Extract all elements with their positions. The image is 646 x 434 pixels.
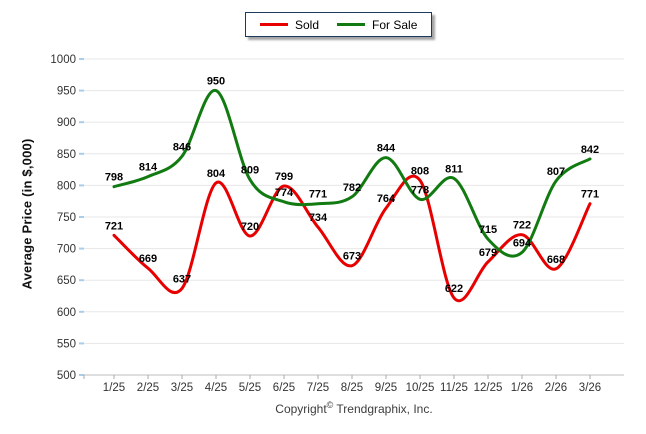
- x-tick-label: 1/25: [103, 382, 125, 394]
- x-tick-label: 8/25: [341, 382, 363, 394]
- point-label-for-sale: 771: [309, 189, 327, 201]
- point-label-sold: 673: [343, 251, 361, 263]
- point-label-for-sale: 814: [139, 162, 158, 174]
- x-tick-label: 2/26: [545, 382, 567, 394]
- x-tick-label: 5/25: [239, 382, 261, 394]
- point-label-for-sale: 774: [275, 187, 294, 199]
- copyright-symbol: ©: [326, 400, 334, 410]
- x-tick-label: 7/25: [307, 382, 329, 394]
- point-label-for-sale: 842: [581, 144, 599, 156]
- y-tick-label: 850: [57, 149, 76, 161]
- point-label-sold: 721: [105, 220, 123, 232]
- point-label-sold: 722: [513, 220, 531, 232]
- legend-item-for-sale: For Sale: [337, 18, 417, 32]
- point-label-sold: 669: [139, 253, 157, 265]
- y-tick-label: 750: [57, 212, 76, 224]
- sold-line-swatch: [260, 23, 288, 26]
- point-label-sold: 764: [377, 193, 396, 205]
- point-label-sold: 799: [275, 171, 293, 183]
- legend: Sold For Sale: [245, 12, 433, 37]
- point-label-for-sale: 694: [513, 237, 532, 249]
- point-label-for-sale: 778: [411, 184, 429, 196]
- x-tick-label: 4/25: [205, 382, 227, 394]
- y-tick-label: 950: [57, 86, 76, 98]
- legend-label-for-sale: For Sale: [372, 17, 418, 32]
- x-tick-label: 3/25: [171, 382, 193, 394]
- point-label-sold: 804: [207, 168, 226, 180]
- y-tick-label: 1000: [50, 54, 76, 66]
- series-line-for-sale: [112, 89, 592, 258]
- point-label-for-sale: 846: [173, 141, 191, 153]
- point-label-sold: 734: [309, 212, 328, 224]
- point-label-sold: 720: [241, 221, 259, 233]
- x-tick-label: 6/25: [273, 382, 295, 394]
- point-label-for-sale: 844: [377, 143, 396, 155]
- point-label-sold: 679: [479, 247, 497, 259]
- copyright-company: Trendgraphix, Inc.: [336, 402, 433, 416]
- point-label-for-sale: 798: [105, 172, 123, 184]
- point-label-for-sale: 782: [343, 182, 361, 194]
- x-tick-label: 11/25: [440, 382, 468, 394]
- point-label-for-sale: 807: [547, 166, 565, 178]
- copyright-text: Copyright© Trendgraphix, Inc.: [84, 400, 624, 416]
- copyright-prefix: Copyright: [275, 402, 327, 416]
- point-label-for-sale: 950: [207, 76, 225, 88]
- y-axis-title: Average Price (in $,000): [19, 138, 35, 290]
- x-tick-label: 12/25: [474, 382, 503, 394]
- point-label-for-sale: 715: [479, 224, 497, 236]
- point-label-for-sale: 811: [445, 163, 463, 175]
- y-tick-label: 600: [57, 307, 76, 319]
- y-tick-label: 550: [57, 338, 76, 350]
- point-label-sold: 637: [173, 273, 191, 285]
- y-tick-label: 500: [57, 370, 76, 382]
- y-tick-label: 800: [57, 180, 76, 192]
- point-label-sold: 808: [411, 165, 429, 177]
- legend-label-sold: Sold: [295, 17, 320, 32]
- for-sale-line-swatch: [337, 23, 366, 26]
- point-label-sold: 771: [581, 189, 599, 201]
- y-tick-label: 650: [57, 275, 76, 287]
- legend-item-sold: Sold: [260, 18, 319, 32]
- x-tick-label: 1/26: [511, 382, 533, 394]
- point-label-sold: 668: [547, 254, 565, 266]
- x-tick-label: 2/25: [137, 382, 159, 394]
- y-tick-label: 900: [57, 117, 76, 129]
- series-line-sold: [112, 174, 592, 303]
- x-tick-label: 3/26: [579, 382, 601, 394]
- x-tick-label: 10/25: [406, 382, 435, 394]
- point-label-for-sale: 809: [241, 165, 259, 177]
- x-tick-label: 9/25: [375, 382, 397, 394]
- y-tick-label: 700: [57, 244, 76, 256]
- point-label-sold: 622: [445, 283, 463, 295]
